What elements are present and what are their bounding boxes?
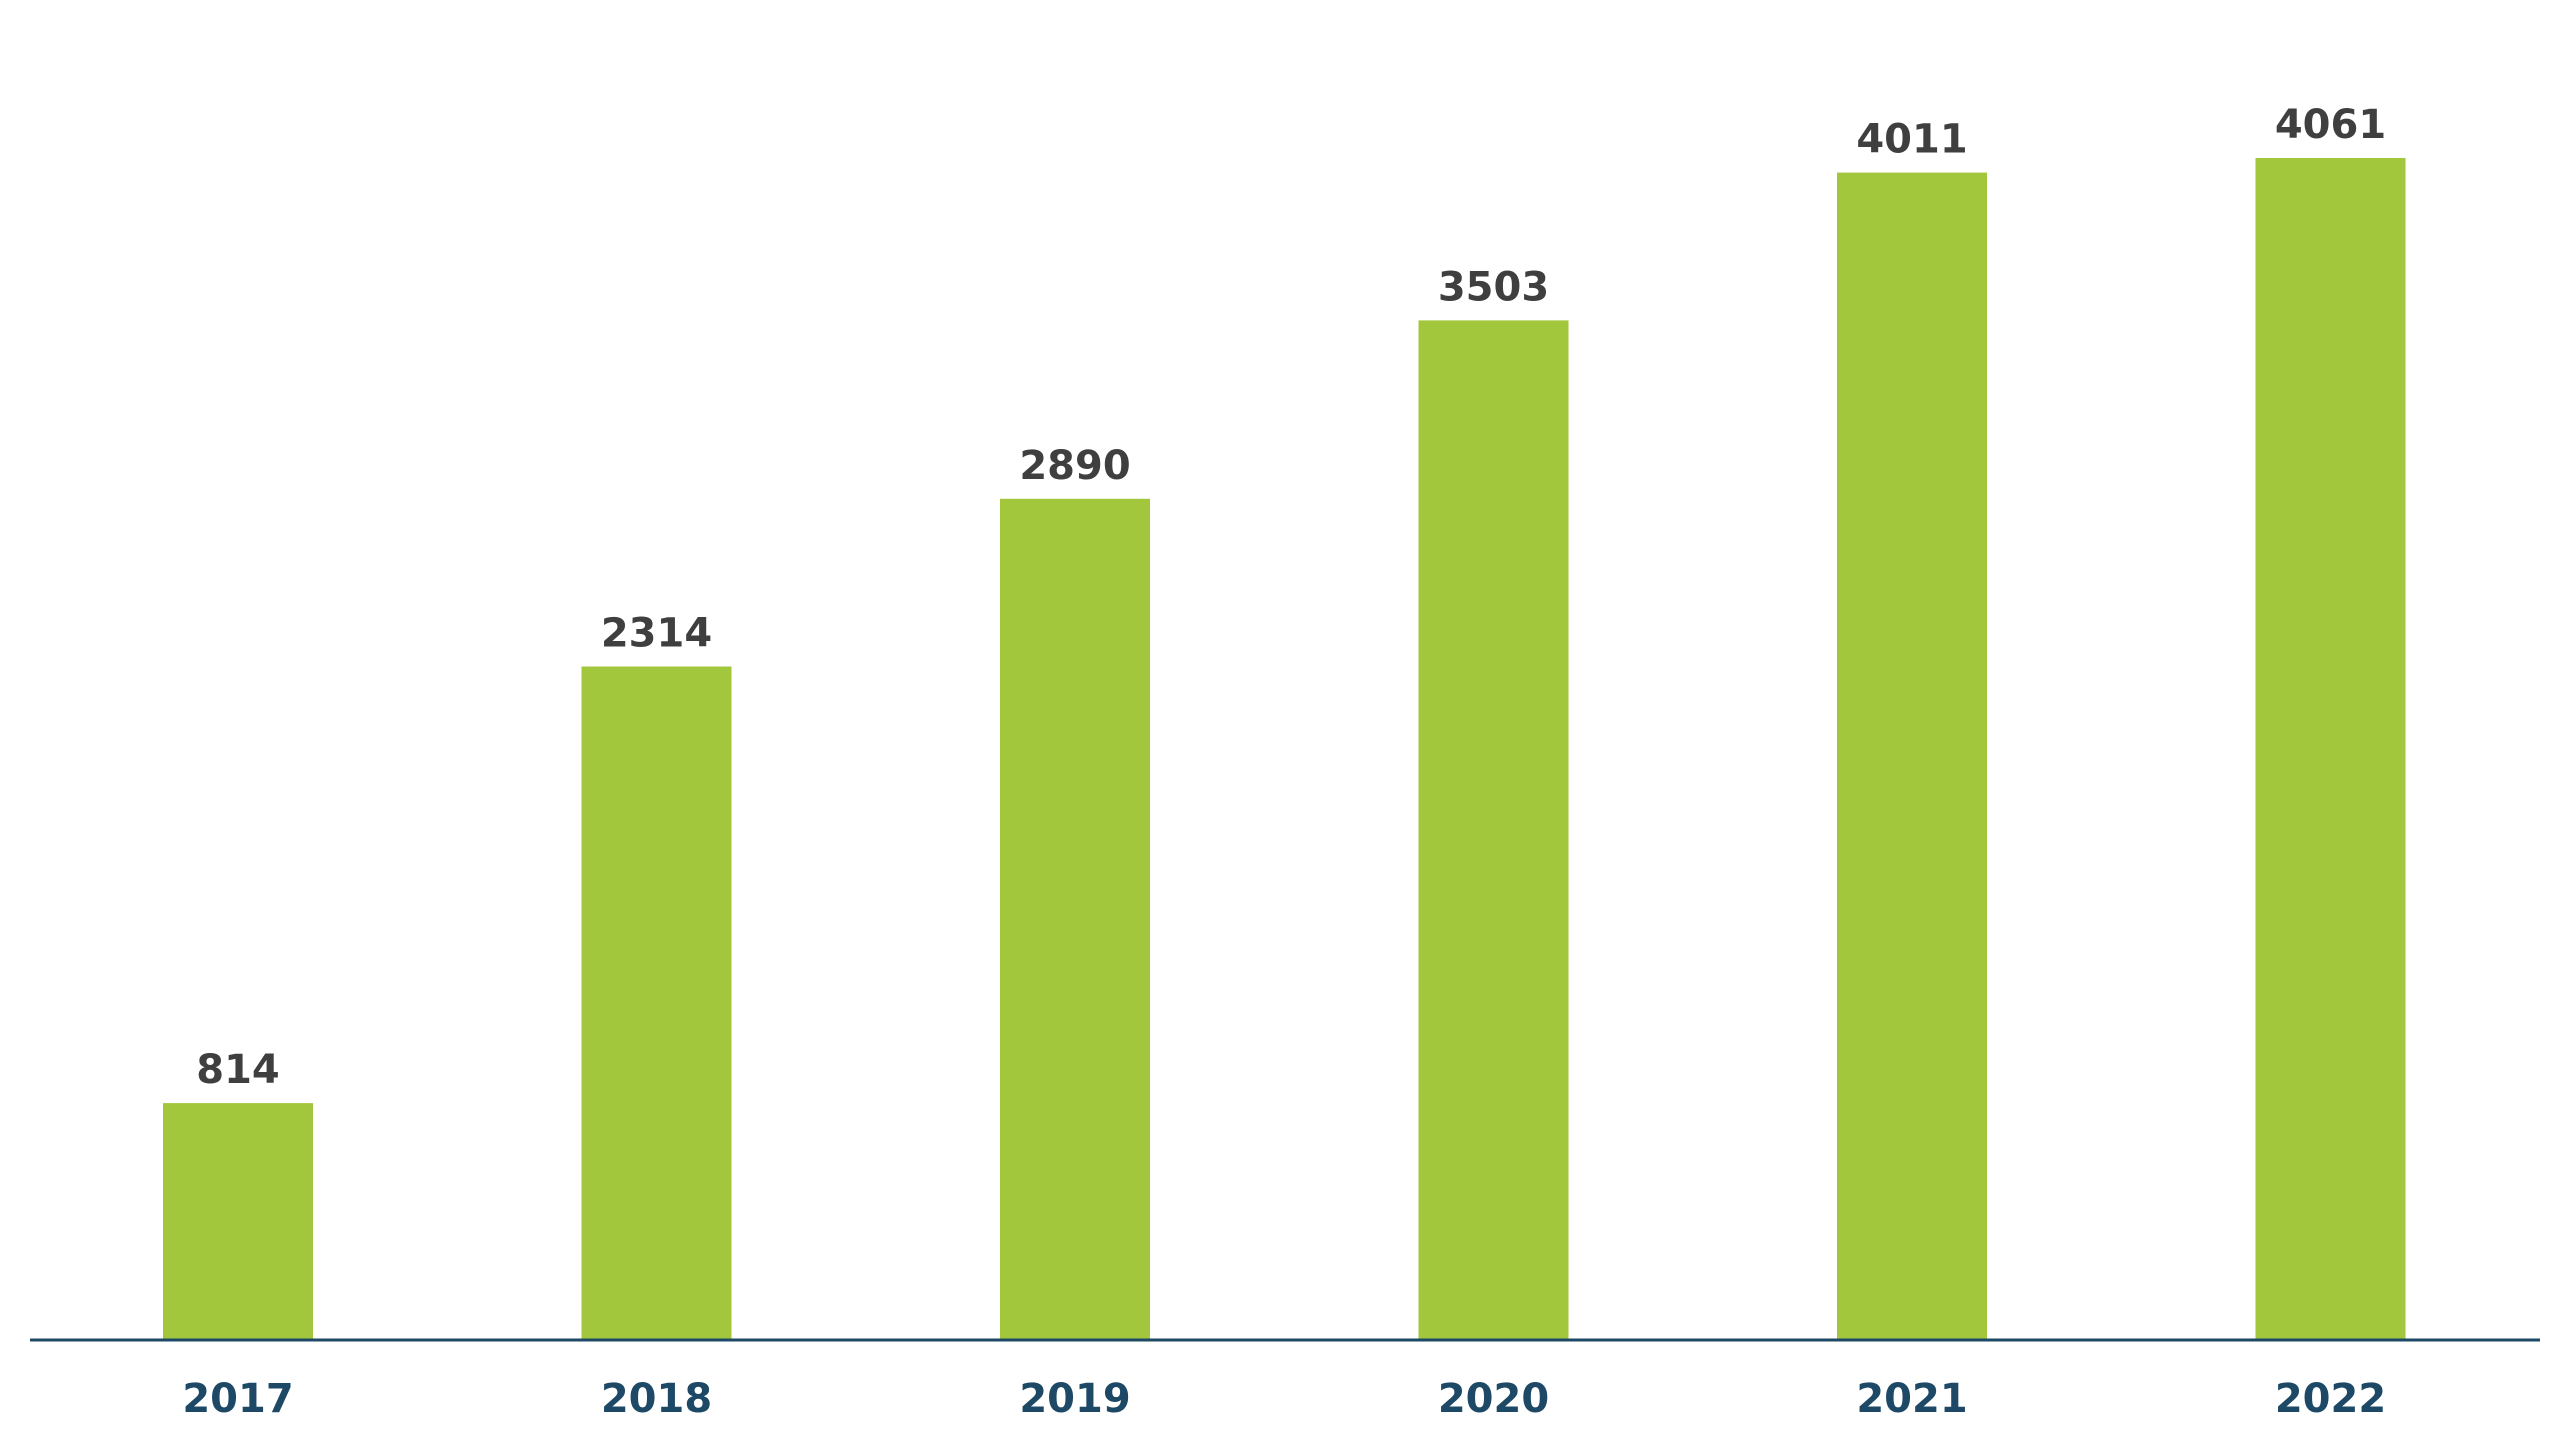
value-label-2021: 4011 xyxy=(1856,117,1967,163)
bar-2020 xyxy=(1418,320,1569,1340)
bars-layer xyxy=(163,158,2406,1341)
value-label-2022: 4061 xyxy=(2275,102,2386,148)
value-labels-layer: 814 2314 2890 3503 4011 4061 xyxy=(196,102,2386,1093)
x-tick-label-2018: 2018 xyxy=(601,1376,712,1422)
bar-2021 xyxy=(1837,172,1987,1341)
x-tick-label-2019: 2019 xyxy=(1019,1376,1130,1422)
value-label-2020: 3503 xyxy=(1438,264,1549,310)
value-label-2018: 2314 xyxy=(601,611,712,657)
x-tick-label-2020: 2020 xyxy=(1438,1376,1549,1422)
value-label-2017: 814 xyxy=(196,1047,280,1093)
x-tick-label-2017: 2017 xyxy=(182,1376,293,1422)
x-tick-label-2021: 2021 xyxy=(1856,1376,1967,1422)
value-label-2019: 2890 xyxy=(1019,443,1130,489)
x-tick-label-2022: 2022 xyxy=(2275,1376,2386,1422)
x-tick-labels-layer: 2017 2018 2019 2020 2021 2022 xyxy=(182,1376,2386,1422)
bar-2017 xyxy=(163,1103,313,1340)
bar-2018 xyxy=(581,666,732,1340)
bar-2022 xyxy=(2255,158,2406,1340)
bar-2019 xyxy=(1000,498,1150,1340)
